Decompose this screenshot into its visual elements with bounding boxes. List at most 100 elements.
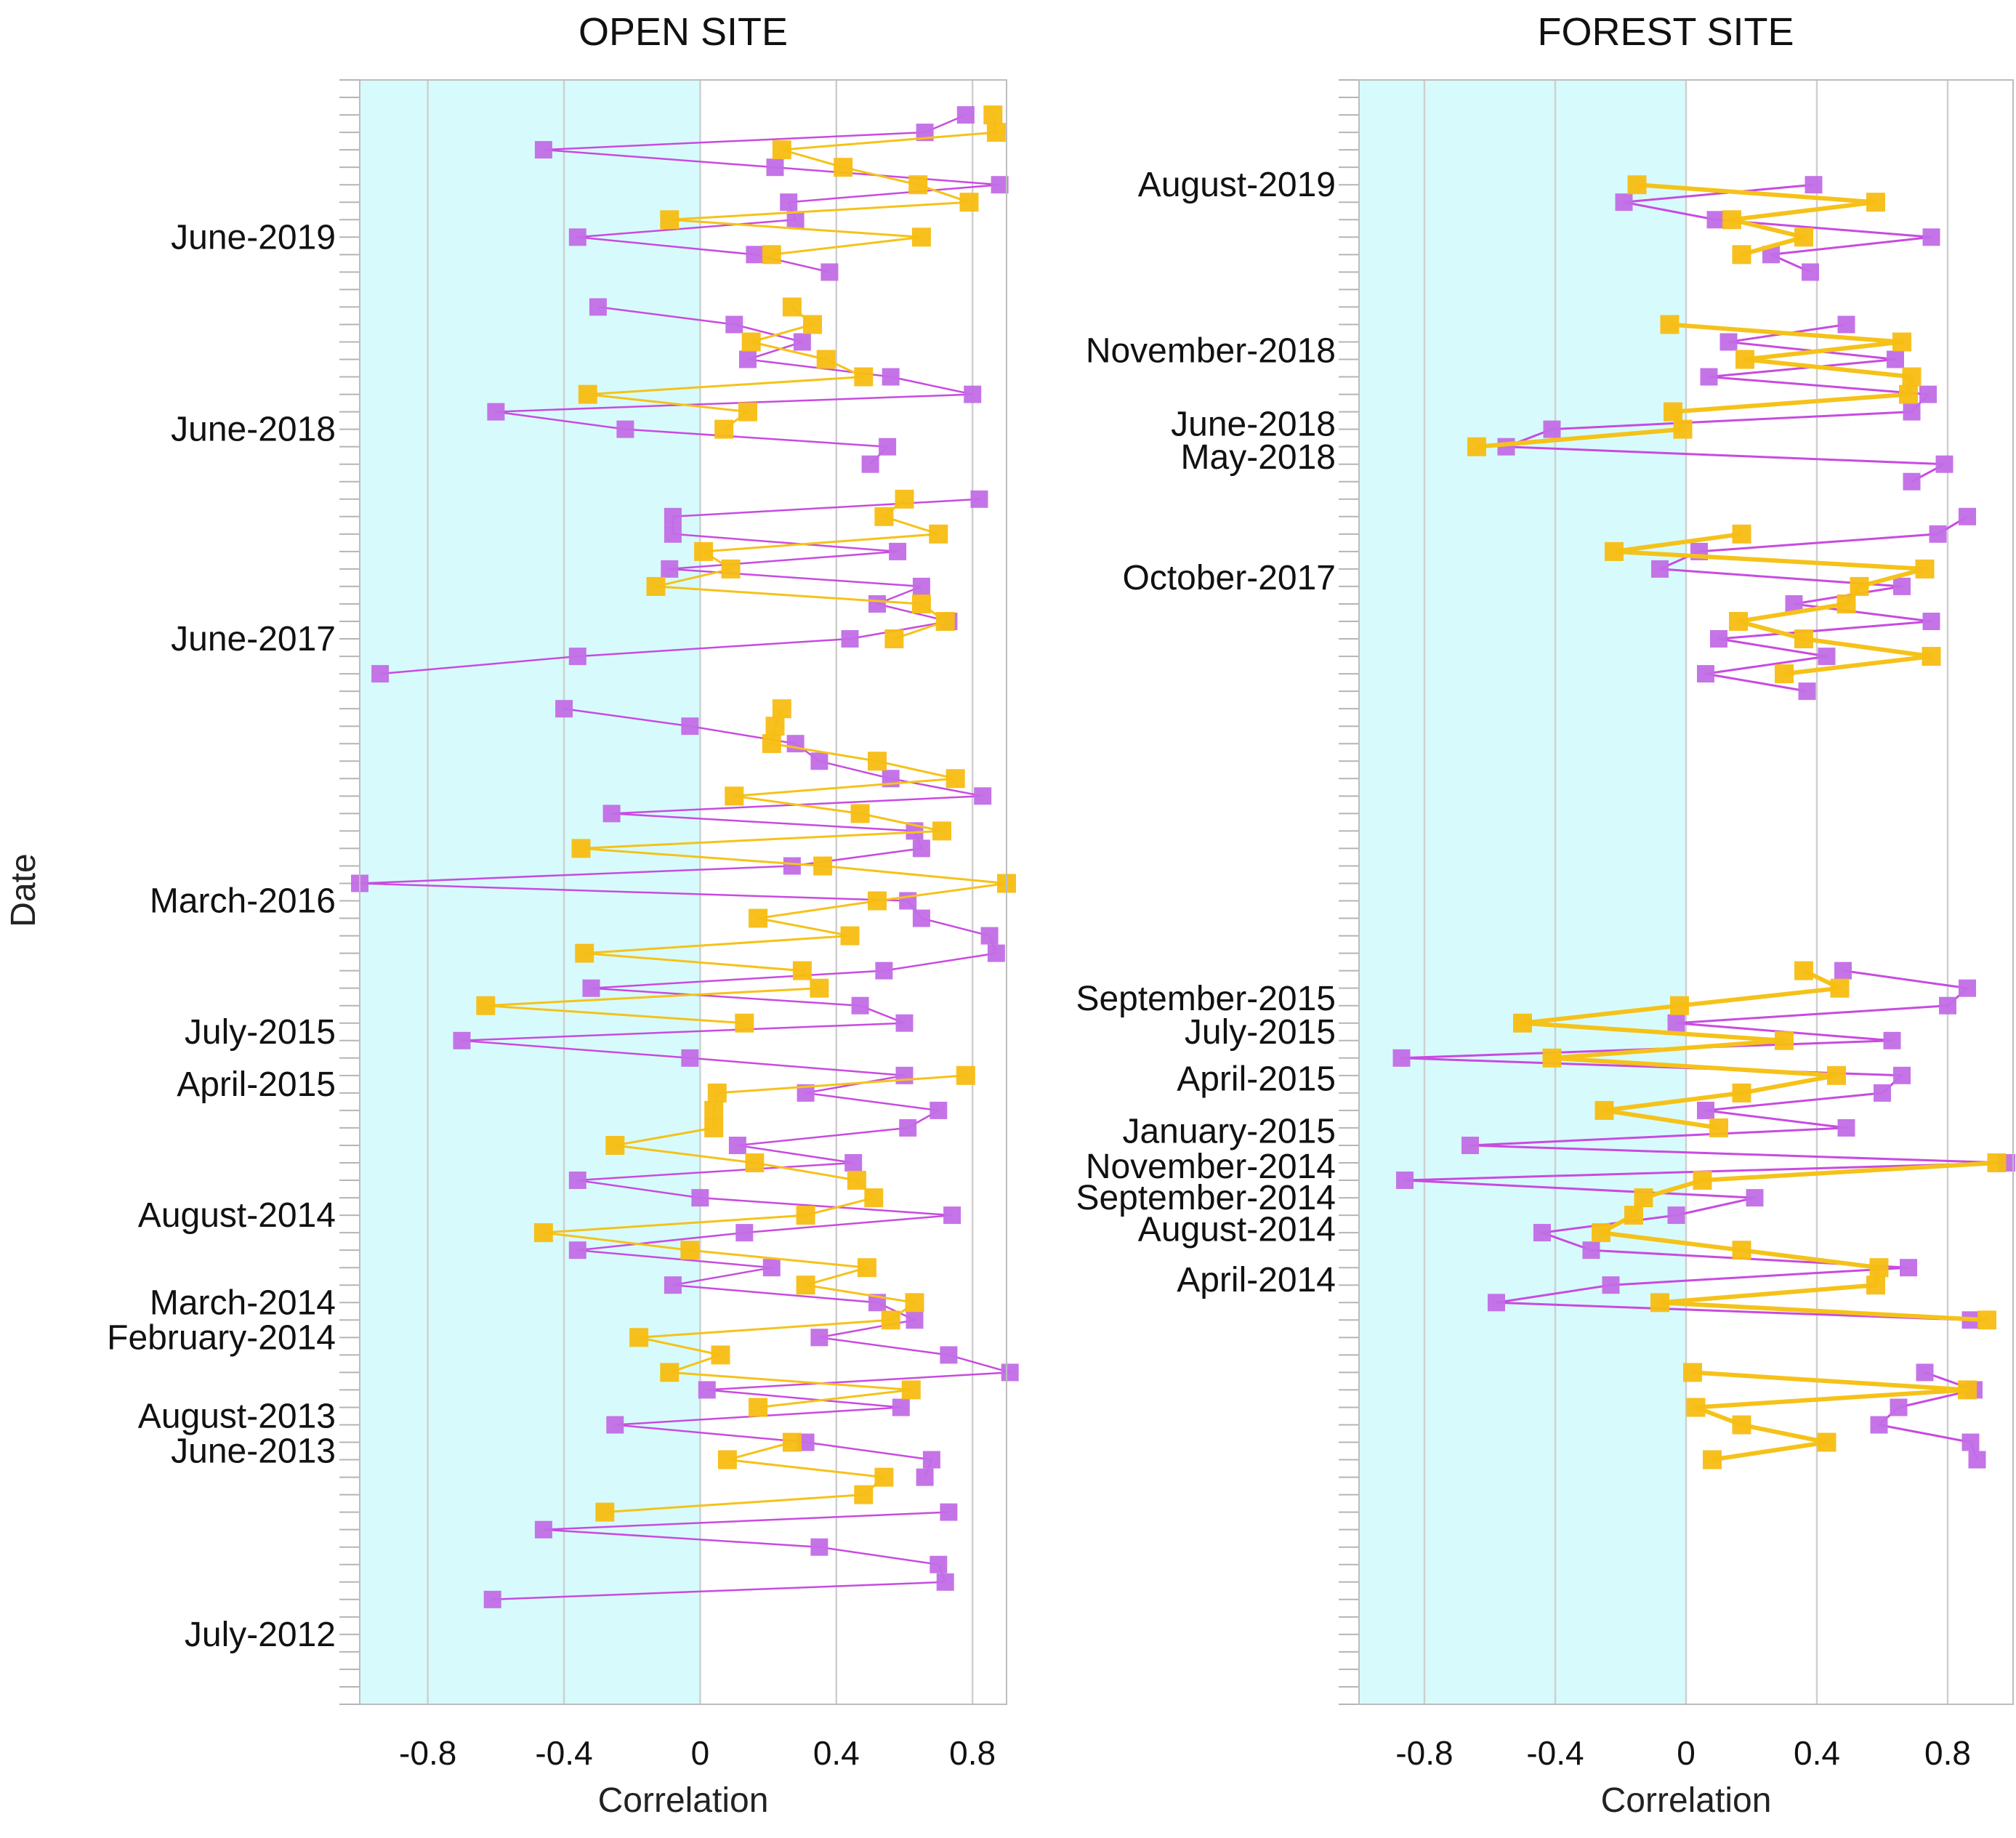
data-point-yellow — [1732, 245, 1751, 265]
open-site-x-ticks: -0.8 -0.4 0 0.4 0.8 — [399, 1734, 996, 1772]
data-point-yellow — [840, 926, 860, 946]
data-point-purple — [1697, 1101, 1714, 1119]
x-tick-label: 0.8 — [949, 1734, 996, 1772]
data-point-purple — [875, 962, 893, 980]
forest-site-x-ticks: -0.8 -0.4 0 0.4 0.8 — [1395, 1734, 1971, 1772]
data-point-yellow — [857, 1258, 876, 1278]
x-tick-label: 0 — [1677, 1734, 1696, 1772]
data-point-purple — [1893, 577, 1911, 595]
data-point-yellow — [1735, 350, 1754, 369]
data-point-yellow — [1830, 978, 1850, 998]
data-point-purple — [936, 1573, 954, 1591]
data-point-yellow — [1660, 315, 1680, 334]
forest-site-shaded-region — [1359, 80, 1686, 1704]
data-point-purple — [1543, 420, 1561, 438]
data-point-yellow — [1693, 1171, 1712, 1190]
open-site-x-axis-title: Correlation — [598, 1781, 769, 1820]
open-site-panel: OPEN SITE June-2019 June-2018 June-2017 Mar… — [107, 10, 1019, 1820]
data-point-purple — [1798, 682, 1816, 701]
data-point-yellow — [935, 612, 955, 631]
data-point-purple — [681, 717, 699, 735]
data-point-purple — [725, 315, 743, 334]
x-tick-label: 0.4 — [813, 1734, 860, 1772]
data-point-yellow — [1709, 1118, 1728, 1137]
data-point-purple — [582, 979, 600, 997]
data-point-yellow — [578, 384, 597, 404]
data-point-purple — [1805, 176, 1823, 194]
data-point-purple — [844, 1154, 863, 1172]
data-point-purple — [974, 787, 992, 805]
data-point-yellow — [874, 507, 894, 526]
data-point-purple — [889, 542, 907, 560]
data-point-purple — [1887, 350, 1904, 368]
date-label: November-2018 — [1086, 332, 1336, 371]
data-point-yellow — [1686, 1398, 1706, 1417]
series-yellow — [1467, 175, 2007, 1470]
data-point-yellow — [803, 315, 822, 334]
data-point-yellow — [782, 1432, 802, 1452]
forest-site-plot-frame — [1358, 79, 2014, 1705]
data-point-yellow — [1794, 961, 1813, 980]
data-point-purple — [762, 1259, 781, 1277]
data-point-yellow — [1977, 1310, 1996, 1330]
data-point-purple — [1746, 1189, 1764, 1207]
data-point-purple — [1834, 962, 1852, 980]
data-point-yellow — [1987, 1153, 2007, 1172]
data-point-purple — [1922, 228, 1940, 246]
data-point-yellow — [895, 489, 914, 509]
data-point-yellow — [575, 943, 594, 963]
data-point-purple — [841, 630, 859, 648]
data-point-yellow — [959, 193, 979, 212]
date-label: June-2013 — [171, 1432, 336, 1471]
data-point-purple — [616, 420, 634, 438]
date-label: November-2014 — [1086, 1148, 1336, 1186]
data-point-purple — [943, 1206, 961, 1225]
data-point-purple — [1900, 1259, 1917, 1277]
data-point-yellow — [1794, 629, 1813, 648]
x-tick-label: -0.4 — [1526, 1734, 1584, 1772]
data-point-yellow — [854, 367, 874, 387]
forest-site-x-axis-title: Correlation — [1601, 1781, 1772, 1820]
forest-site-series — [1392, 175, 2015, 1470]
data-point-purple — [739, 350, 757, 368]
data-point-yellow — [1634, 1188, 1653, 1208]
data-point-purple — [568, 1241, 586, 1259]
data-point-purple — [698, 1381, 716, 1399]
date-label: September-2015 — [1076, 980, 1336, 1018]
series-purple — [1392, 176, 2015, 1469]
data-point-purple — [568, 648, 586, 666]
data-point-yellow — [792, 961, 812, 980]
data-point-purple — [879, 438, 897, 456]
data-point-yellow — [1605, 541, 1624, 561]
data-point-purple — [899, 1118, 917, 1137]
data-point-purple — [783, 857, 801, 875]
data-point-yellow — [813, 856, 833, 876]
data-point-yellow — [874, 1467, 894, 1487]
data-point-yellow — [1817, 1432, 1836, 1452]
data-point-purple — [1392, 1049, 1411, 1067]
x-tick-label: -0.8 — [1395, 1734, 1453, 1772]
date-label: August-2019 — [1138, 166, 1336, 204]
data-point-purple — [786, 211, 805, 229]
data-point-yellow — [911, 594, 931, 613]
data-point-purple — [1890, 1398, 1908, 1416]
date-label: April-2015 — [1177, 1060, 1336, 1099]
data-point-yellow — [1827, 1065, 1846, 1085]
data-point-yellow — [908, 175, 928, 195]
data-point-purple — [868, 595, 886, 613]
data-point-purple — [892, 1398, 910, 1416]
data-point-purple — [1939, 996, 1956, 1015]
data-point-yellow — [796, 1275, 815, 1295]
data-point-purple — [1874, 1084, 1891, 1102]
data-point-yellow — [741, 332, 761, 352]
data-point-purple — [1667, 1206, 1685, 1225]
data-point-yellow — [1958, 1380, 1977, 1400]
data-point-yellow — [1902, 367, 1922, 387]
data-point-yellow — [986, 123, 1006, 142]
data-point-purple — [1710, 630, 1727, 648]
date-label: October-2017 — [1122, 559, 1336, 597]
data-point-yellow — [714, 419, 734, 439]
data-point-purple — [991, 176, 1009, 194]
data-point-yellow — [704, 1118, 724, 1137]
